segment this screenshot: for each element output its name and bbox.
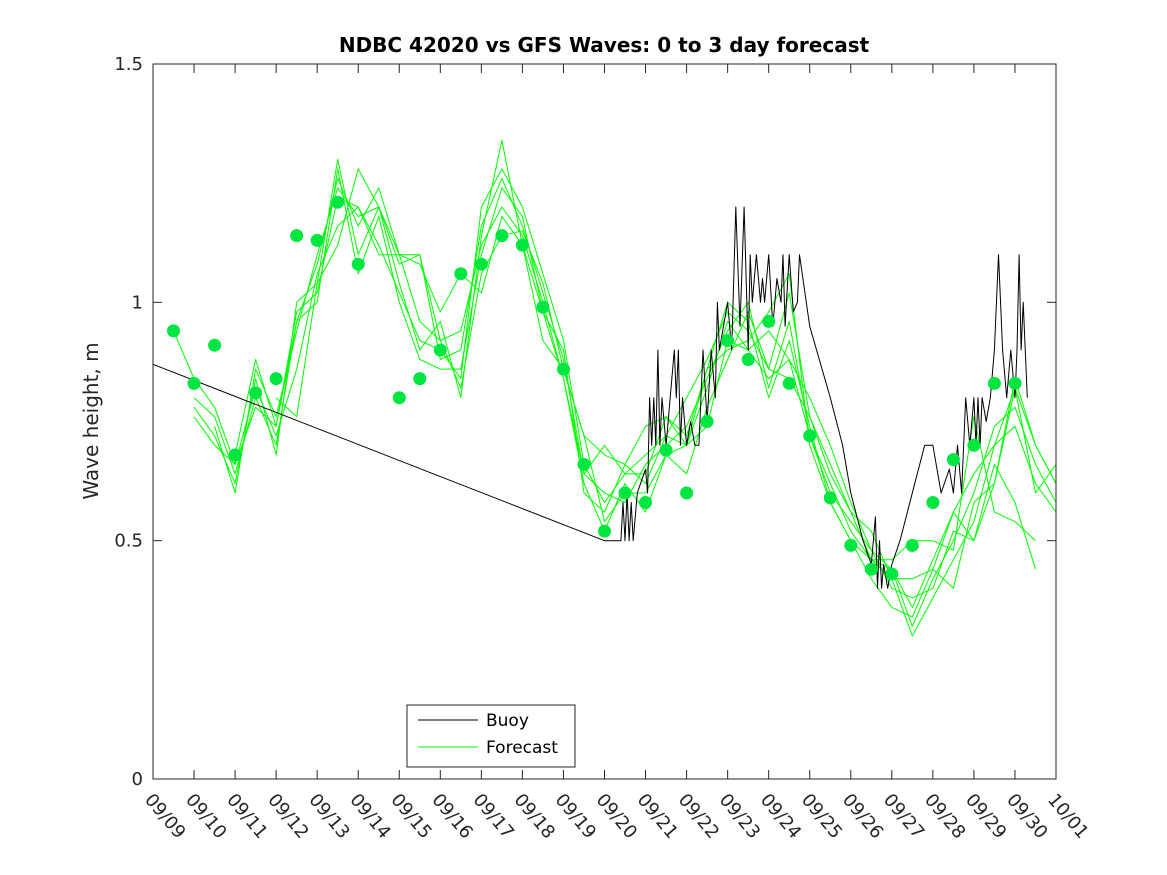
forecast-marker-point — [454, 267, 468, 281]
forecast-marker-point — [700, 415, 714, 428]
forecast-marker-point — [351, 257, 365, 271]
forecast-marker-point — [1008, 376, 1022, 390]
forecast-marker-point — [413, 372, 427, 386]
forecast-marker-point — [926, 496, 940, 509]
y-tick-label: 1.5 — [114, 54, 143, 75]
forecast-marker-point — [741, 353, 755, 366]
forecast-marker-point — [310, 233, 324, 247]
forecast-marker-point — [331, 195, 345, 209]
forecast-marker-point — [536, 300, 550, 314]
forecast-marker-point — [762, 314, 776, 328]
legend-label-forecast: Forecast — [486, 738, 558, 758]
forecast-marker-point — [269, 372, 283, 386]
forecast-marker-point — [557, 362, 570, 376]
forecast-marker-point — [249, 386, 263, 400]
series-line-forecast-2 — [193, 168, 1057, 627]
forecast-marker-point — [864, 562, 878, 576]
forecast-marker-point — [290, 229, 304, 243]
forecast-marker-point — [515, 238, 529, 252]
forecast-marker-point — [967, 438, 981, 452]
forecast-marker-point — [392, 391, 406, 405]
forecast-marker-point — [946, 453, 960, 467]
legend: Buoy Forecast — [406, 704, 576, 768]
forecast-marker-point — [659, 443, 673, 457]
legend-box — [406, 704, 576, 768]
forecast-marker-point — [228, 448, 242, 462]
forecast-marker-point — [844, 538, 858, 552]
forecast-marker-point — [167, 324, 180, 338]
forecast-marker-point — [495, 229, 509, 243]
forecast-marker-point — [577, 457, 591, 471]
forecast-marker-point — [598, 524, 611, 538]
forecast-marker-point — [474, 257, 488, 271]
forecast-marker-point — [680, 486, 694, 500]
forecast-marker-point — [803, 429, 817, 443]
forecast-marker-point — [639, 496, 652, 509]
y-axis-label: Wave height, m — [79, 342, 103, 499]
chart-title: NDBC 42020 vs GFS Waves: 0 to 3 day fore… — [339, 33, 870, 57]
series-line-forecast-6 — [234, 177, 1036, 580]
forecast-marker-point — [208, 338, 222, 352]
series-line-forecast-5 — [214, 177, 1057, 599]
y-tick-label: 1 — [132, 292, 143, 313]
forecast-marker-point — [782, 376, 796, 390]
y-tick-label: 0 — [132, 769, 143, 790]
forecast-marker-point — [823, 491, 837, 505]
forecast-marker-point — [433, 343, 447, 357]
forecast-marker-point — [618, 486, 632, 500]
plot-area — [152, 139, 1057, 637]
y-tick-label: 0.5 — [114, 531, 143, 552]
series-line-buoy — [152, 206, 1028, 589]
forecast-marker-point — [187, 376, 201, 390]
forecast-marker-point — [885, 567, 899, 581]
legend-label-buoy: Buoy — [486, 711, 529, 731]
forecast-marker-point — [987, 376, 1001, 390]
forecast-marker-point — [905, 538, 919, 552]
forecast-marker-point — [721, 334, 735, 347]
